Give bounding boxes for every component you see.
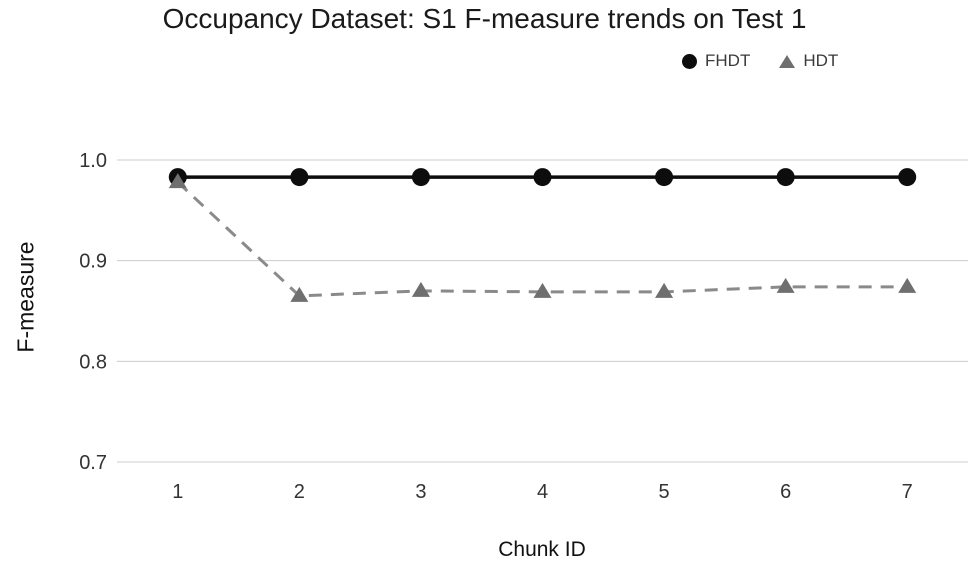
data-point-triangle-hdt xyxy=(168,173,187,189)
data-point-circle-fhdt xyxy=(898,168,917,187)
data-point-circle-fhdt xyxy=(533,168,552,187)
data-point-triangle-hdt xyxy=(411,281,430,297)
legend-label-fhdt: FHDT xyxy=(705,51,751,70)
x-tick-label: 2 xyxy=(294,481,305,503)
data-point-triangle-hdt xyxy=(290,286,309,302)
x-tick-label: 5 xyxy=(659,481,670,503)
y-tick-label: 0.8 xyxy=(79,351,107,373)
data-point-circle-fhdt xyxy=(655,168,674,187)
data-point-triangle-hdt xyxy=(533,282,552,298)
x-tick-label: 6 xyxy=(780,481,791,503)
circle-marker-icon xyxy=(682,53,697,69)
y-tick-label: 0.9 xyxy=(79,251,107,273)
data-point-circle-fhdt xyxy=(411,168,430,187)
series-line-hdt xyxy=(176,181,908,298)
data-point-triangle-hdt xyxy=(655,282,674,298)
data-point-circle-fhdt xyxy=(290,168,309,187)
legend: FHDT HDT xyxy=(682,49,838,73)
y-tick-label: 1.0 xyxy=(79,150,107,172)
chart-title: Occupancy Dataset: S1 F-measure trends o… xyxy=(162,3,807,34)
data-point-triangle-hdt xyxy=(776,277,795,293)
data-point-circle-fhdt xyxy=(776,168,795,187)
x-tick-label: 3 xyxy=(415,481,426,503)
x-tick-label: 4 xyxy=(537,481,548,503)
triangle-marker-icon xyxy=(779,54,796,68)
y-tick-label: 0.7 xyxy=(79,452,107,474)
legend-label-hdt: HDT xyxy=(803,51,839,70)
x-tick-label: 7 xyxy=(902,481,913,503)
legend-item-hdt: HDT xyxy=(779,51,838,71)
data-point-triangle-hdt xyxy=(898,277,917,293)
x-axis-title: Chunk ID xyxy=(498,538,586,561)
legend-item-fhdt: FHDT xyxy=(682,51,750,71)
x-tick-label: 1 xyxy=(172,481,183,503)
